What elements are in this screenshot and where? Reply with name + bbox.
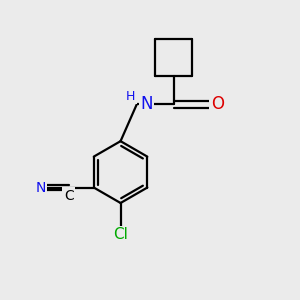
Text: C: C [64, 189, 74, 203]
Text: N: N [35, 181, 46, 194]
Text: H: H [126, 90, 135, 103]
Text: Cl: Cl [113, 227, 128, 242]
Text: N: N [140, 95, 153, 113]
Text: O: O [211, 95, 224, 113]
